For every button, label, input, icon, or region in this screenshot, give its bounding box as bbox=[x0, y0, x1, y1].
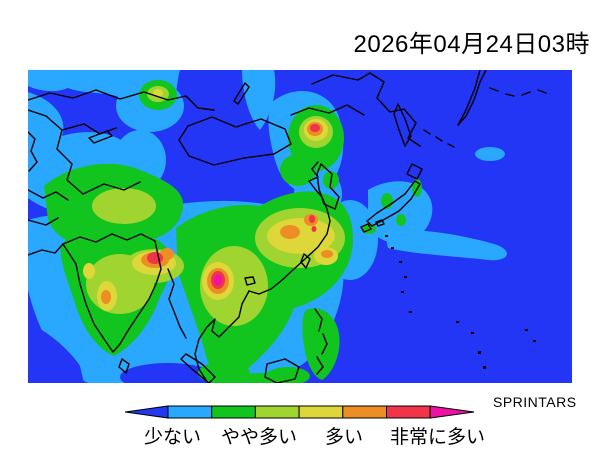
legend-seg-5 bbox=[342, 405, 388, 419]
legend-seg-4 bbox=[298, 405, 344, 419]
legend-arrow-low bbox=[124, 405, 169, 419]
asia-aerosol-map bbox=[28, 70, 572, 383]
legend-label-low: 少ない bbox=[144, 427, 202, 448]
coastline-layer bbox=[28, 70, 547, 383]
legend-seg-1 bbox=[167, 405, 213, 419]
sprintars-credit: SPRINTARS bbox=[493, 394, 577, 410]
legend-seg-3 bbox=[254, 405, 300, 419]
legend-arrow-high bbox=[429, 405, 475, 419]
magenta-layer bbox=[214, 274, 222, 286]
legend-label-somewhat: やや多い bbox=[221, 427, 298, 448]
legend-label-high: 多い bbox=[325, 427, 364, 448]
legend-seg-2 bbox=[211, 405, 256, 419]
legend-label-very-high: 非常に多い bbox=[390, 427, 486, 448]
legend-seg-6 bbox=[386, 405, 431, 419]
legend-colorbar bbox=[124, 405, 475, 419]
page-title: 2026年04月24日03時 bbox=[353, 31, 590, 58]
island-specks bbox=[385, 235, 536, 369]
deep-ocean-patches bbox=[28, 322, 216, 383]
